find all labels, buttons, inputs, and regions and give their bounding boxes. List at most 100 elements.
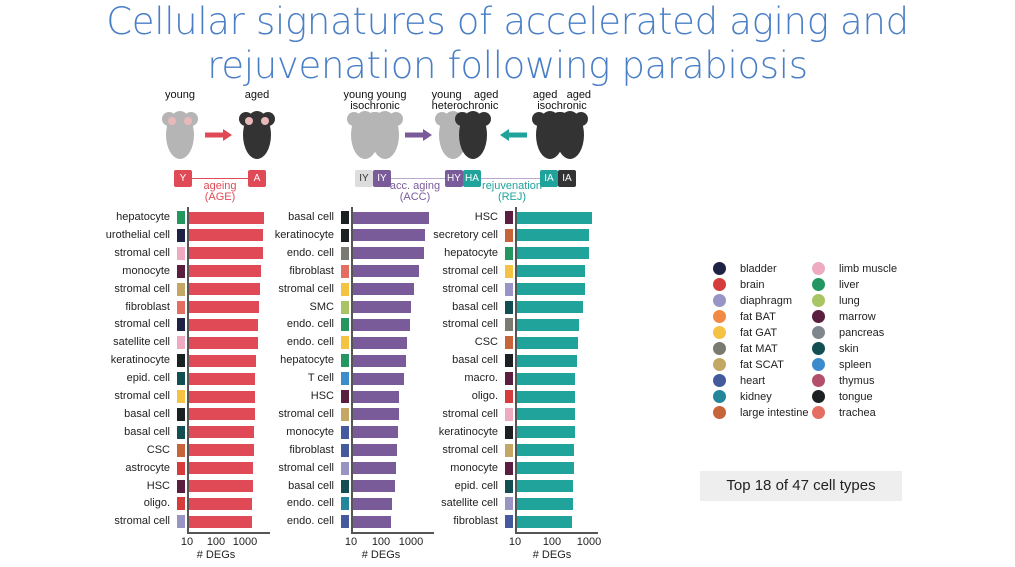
bar (516, 480, 574, 492)
x-tick-label: 10 (180, 536, 194, 548)
tissue-swatch (505, 515, 513, 529)
cell-type-label: basal cell (288, 211, 334, 223)
tissue-swatch (505, 443, 513, 457)
bar (188, 301, 260, 313)
bar (352, 480, 395, 492)
tissue-swatch (505, 336, 513, 350)
label-hetero: young aged heterochronic (431, 89, 499, 112)
tissue-swatch (341, 425, 349, 439)
cell-type-label: endo. cell (286, 318, 334, 331)
tissue-swatch (505, 461, 513, 475)
tag-hy: HY (445, 170, 463, 187)
cell-type-label: stromal cell (114, 515, 170, 528)
bar (352, 444, 397, 457)
legend-label: lung (839, 295, 860, 307)
legend-label: marrow (839, 311, 876, 323)
tissue-swatch (505, 264, 513, 278)
tag-a: A (248, 170, 266, 187)
cell-type-label: endo. cell (286, 515, 334, 528)
bar (352, 408, 399, 421)
legend-label: bladder (740, 263, 777, 275)
bar (516, 265, 586, 278)
tissue-swatch (341, 211, 349, 224)
x-tick-label: 1000 (576, 536, 602, 548)
bar (188, 229, 264, 242)
bar (516, 211, 592, 224)
bar (188, 462, 254, 475)
cell-type-label: stromal cell (278, 407, 334, 420)
tag-iy-2: IY (373, 170, 391, 187)
tissue-swatch (341, 336, 349, 350)
legend-label: fat MAT (740, 343, 778, 355)
tissue-swatch (341, 407, 349, 421)
bar (352, 211, 429, 224)
cell-type-label: CSC (146, 443, 170, 456)
tissue-swatch (177, 515, 185, 529)
legend-dot (713, 342, 726, 355)
x-tick-label: 100 (206, 536, 226, 548)
cell-type-label: stromal cell (442, 407, 498, 420)
legend-label: liver (839, 279, 860, 291)
bar (352, 318, 410, 331)
cell-type-label: astrocyte (125, 461, 170, 474)
tag-ia-1: IA (540, 170, 558, 187)
y-axis-line (515, 207, 517, 533)
mouse-illustrations (162, 111, 588, 159)
legend-dot (713, 310, 726, 323)
cell-type-label: stromal cell (442, 443, 498, 456)
bar (516, 283, 586, 296)
tissue-swatch (177, 300, 185, 314)
cell-type-label: hepatocyte (116, 211, 170, 223)
cell-type-label: stromal cell (278, 282, 334, 295)
legend-label: kidney (740, 391, 772, 403)
legend-label: brain (740, 279, 765, 291)
tissue-swatch (341, 497, 349, 511)
cell-type-label: fibroblast (453, 515, 498, 528)
tissue-swatch (341, 443, 349, 457)
label-acc: acc. aging (ACC) (389, 180, 441, 203)
bar (516, 515, 572, 528)
bar (352, 390, 399, 403)
tissue-swatch (341, 354, 349, 368)
tissue-swatch (177, 282, 185, 296)
bar (516, 247, 589, 260)
x-tick-label: 100 (542, 536, 562, 548)
cell-type-label: epid. cell (126, 372, 170, 385)
tissue-swatch (505, 479, 513, 493)
bar (352, 515, 392, 528)
bar (188, 515, 252, 528)
x-tick-label: 10 (508, 536, 522, 548)
tissue-swatch (177, 497, 185, 511)
tag-y: Y (174, 170, 192, 187)
x-axis-title: # DEGs (196, 549, 236, 561)
cell-type-label: monocyte (286, 425, 334, 438)
tissue-swatch (177, 354, 185, 368)
cell-type-label: keratinocyte (274, 228, 334, 241)
cell-type-label: CSC (474, 336, 498, 349)
bar (188, 390, 255, 403)
cell-type-label: macro. (464, 372, 498, 385)
legend-dot (812, 294, 825, 307)
bar (516, 229, 590, 242)
cell-type-label: oligo. (143, 497, 170, 510)
tissue-swatch (505, 372, 513, 386)
cell-type-label: basal cell (124, 407, 170, 420)
tissue-swatch (341, 282, 349, 296)
cell-type-label: fibroblast (289, 264, 334, 277)
bar (352, 426, 398, 439)
bar (516, 497, 574, 510)
tissue-swatch (505, 211, 513, 224)
legend-dot (812, 406, 825, 419)
tissue-swatch (177, 425, 185, 439)
tissue-swatch (177, 336, 185, 350)
bar (188, 372, 255, 385)
cell-type-label: T cell (307, 372, 334, 385)
tissue-swatch (177, 211, 185, 224)
legend-dot (713, 278, 726, 291)
legend-label: heart (740, 375, 766, 387)
bar (352, 265, 419, 278)
cell-type-label: stromal cell (278, 461, 334, 474)
x-tick-label: 1000 (232, 536, 258, 548)
legend-label: large intestine (740, 407, 809, 419)
legend-dot (812, 326, 825, 339)
